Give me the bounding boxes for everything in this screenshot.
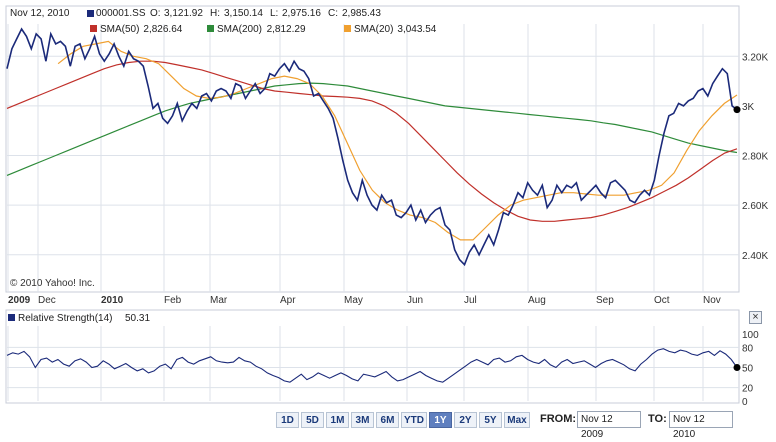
y-tick-label: 2.60K	[742, 201, 768, 212]
header-high-label: H:	[210, 8, 220, 19]
legend-value: 2,812.29	[267, 24, 306, 35]
header-close: 2,985.43	[342, 8, 381, 19]
copyright-text: © 2010 Yahoo! Inc.	[10, 278, 95, 289]
x-tick-label: 2009	[8, 295, 31, 306]
x-tick-label: Sep	[596, 295, 614, 306]
x-tick-label: Jun	[407, 295, 423, 306]
range-button-max[interactable]: Max	[504, 412, 530, 428]
range-button-ytd[interactable]: YTD	[401, 412, 427, 428]
rsi-grid	[7, 326, 739, 401]
range-button-3m[interactable]: 3M	[351, 412, 374, 428]
legend-label: SMA(200)	[217, 24, 262, 35]
x-tick-label: May	[344, 295, 363, 306]
rsi-panel-frame	[5, 309, 740, 404]
x-tick-label: Aug	[528, 295, 546, 306]
series-line-000001-ss	[6, 27, 738, 267]
rsi-y-axis: 100 80 50 20 0	[742, 330, 759, 408]
legend-label: SMA(50)	[100, 24, 139, 35]
main-series-group	[6, 27, 741, 267]
legend-swatch	[90, 25, 97, 32]
x-tick-label: Dec	[38, 295, 56, 306]
y-tick-label: 2.40K	[742, 251, 768, 262]
header-symbol: 000001.SS	[96, 8, 146, 19]
rsi-line	[6, 348, 738, 383]
legend-label: SMA(20)	[354, 24, 393, 35]
rsi-y-tick-label: 100	[742, 330, 759, 341]
y-tick-label: 3K	[742, 102, 755, 113]
from-label: FROM:	[540, 413, 577, 425]
rsi-y-tick-label: 50	[742, 364, 754, 375]
range-button-5d[interactable]: 5D	[301, 412, 324, 428]
header-low-label: L:	[270, 8, 278, 19]
stock-chart: 3.20K 3K 2.80K 2.60K 2.40K 2009 Dec 2010 Feb Mar…	[5, 5, 768, 408]
y-tick-label: 2.80K	[742, 152, 768, 163]
legend-swatch	[207, 25, 214, 32]
rsi-y-tick-label: 0	[742, 397, 748, 408]
rsi-legend-value: 50.31	[125, 313, 150, 324]
header-low: 2,975.16	[282, 8, 321, 19]
to-label: TO:	[648, 413, 667, 425]
x-tick-label: Jul	[464, 295, 477, 306]
to-date-input[interactable]: Nov 12 2010	[669, 411, 733, 440]
price-legend-swatch	[87, 10, 94, 17]
from-date-input[interactable]: Nov 12 2009	[577, 411, 641, 440]
rsi-legend-swatch	[8, 314, 15, 321]
y-tick-label: 3.20K	[742, 52, 768, 63]
rsi-legend-label: Relative Strength(14)	[18, 313, 113, 324]
legend-swatch	[344, 25, 351, 32]
range-button-1m[interactable]: 1M	[326, 412, 349, 428]
series-line-sma-20-	[57, 40, 738, 241]
rsi-y-tick-label: 80	[742, 343, 754, 354]
x-tick-label: 2010	[101, 295, 124, 306]
header-high: 3,150.14	[224, 8, 263, 19]
rsi-series-group	[6, 348, 741, 383]
last-price-marker	[733, 106, 741, 114]
header-open-label: O:	[150, 8, 161, 19]
x-tick-label: Oct	[654, 295, 670, 306]
legend-value: 3,043.54	[397, 24, 436, 35]
x-tick-label: Feb	[164, 295, 182, 306]
range-button-1d[interactable]: 1D	[276, 412, 299, 428]
series-line-sma-50-	[6, 60, 738, 222]
rsi-y-tick-label: 20	[742, 384, 754, 395]
main-x-axis: 2009 Dec 2010 Feb Mar Apr May Jun Jul Aug Sep Oct No…	[8, 295, 721, 306]
rsi-close-button[interactable]: ×	[749, 311, 762, 324]
header-open: 3,121.92	[164, 8, 203, 19]
series-line-sma-200-	[6, 82, 738, 176]
header-date: Nov 12, 2010	[10, 8, 70, 19]
main-y-axis: 3.20K 3K 2.80K 2.60K 2.40K	[742, 52, 768, 262]
x-tick-label: Mar	[210, 295, 228, 306]
range-button-1y[interactable]: 1Y	[429, 412, 452, 428]
range-button-2y[interactable]: 2Y	[454, 412, 477, 428]
x-tick-label: Apr	[280, 295, 296, 306]
x-tick-label: Nov	[703, 295, 721, 306]
header-close-label: C:	[328, 8, 338, 19]
range-button-5y[interactable]: 5Y	[479, 412, 502, 428]
rsi-last-marker	[733, 364, 741, 371]
range-button-6m[interactable]: 6M	[376, 412, 399, 428]
legend-value: 2,826.64	[143, 24, 182, 35]
legend: SMA(50) 2,826.64 SMA(200) 2,812.29 SMA(20) 3,…	[90, 24, 437, 35]
